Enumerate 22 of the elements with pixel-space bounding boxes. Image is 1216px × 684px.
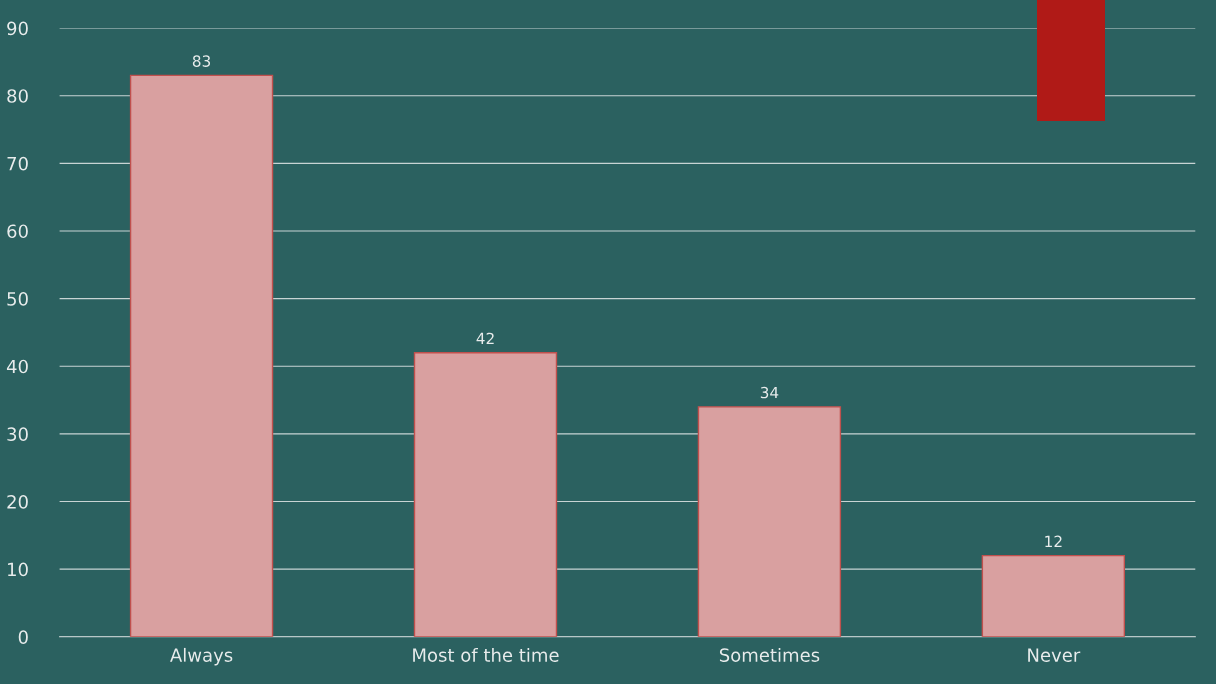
y-tick-label: 50 xyxy=(7,292,28,306)
bar xyxy=(413,352,558,637)
bar xyxy=(129,74,274,637)
y-tick-label: 20 xyxy=(7,494,28,509)
y-tick-label: 40 xyxy=(6,359,28,374)
data-label: 34 xyxy=(760,386,779,399)
x-tick-label: Always xyxy=(170,647,233,666)
y-tick-label: 80 xyxy=(7,89,28,103)
y-tick-label: 70 xyxy=(7,156,28,171)
y-tick-label: 90 xyxy=(7,21,28,36)
data-label: 12 xyxy=(1045,535,1062,547)
x-tick-label: Most of the time xyxy=(413,647,559,662)
x-tick-label: Never xyxy=(1028,648,1081,662)
y-tick-label: 60 xyxy=(7,224,28,239)
bar xyxy=(981,554,1126,637)
bar xyxy=(697,406,842,637)
data-label: 83 xyxy=(192,55,211,67)
y-tick-label: 10 xyxy=(8,562,28,577)
data-label: 42 xyxy=(476,332,494,344)
y-tick-label: 30 xyxy=(7,427,28,441)
y-tick-label: 0 xyxy=(18,630,28,644)
x-tick-label: Sometimes xyxy=(719,647,820,662)
